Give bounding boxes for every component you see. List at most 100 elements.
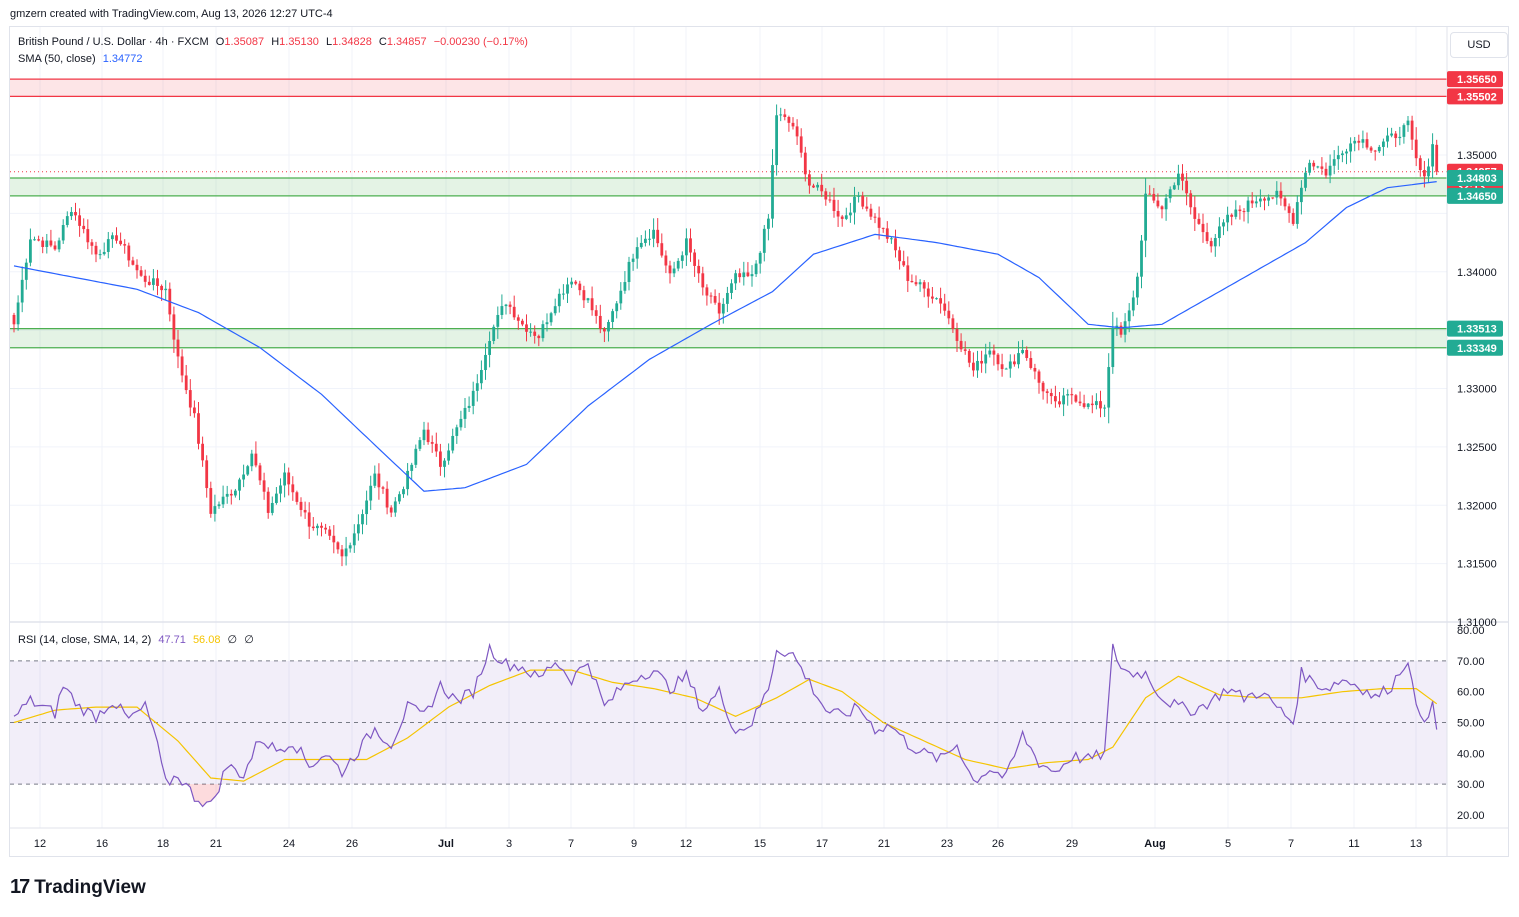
candle[interactable] bbox=[935, 297, 938, 300]
candle[interactable] bbox=[500, 294, 504, 320]
candle[interactable] bbox=[1336, 145, 1340, 170]
candle[interactable] bbox=[205, 455, 209, 498]
candle[interactable] bbox=[721, 298, 725, 324]
candle[interactable] bbox=[37, 235, 40, 242]
candle[interactable] bbox=[1410, 115, 1414, 150]
candle[interactable] bbox=[348, 542, 352, 553]
candle[interactable] bbox=[557, 288, 561, 313]
candle[interactable] bbox=[1353, 136, 1357, 152]
candle[interactable] bbox=[1300, 180, 1303, 215]
candle[interactable] bbox=[1259, 189, 1262, 208]
candle[interactable] bbox=[951, 314, 955, 333]
candle[interactable] bbox=[1058, 391, 1061, 408]
candle[interactable] bbox=[1111, 311, 1115, 374]
candle[interactable] bbox=[344, 536, 348, 566]
candle[interactable] bbox=[615, 301, 619, 319]
candle[interactable] bbox=[53, 241, 57, 251]
candle[interactable] bbox=[525, 314, 528, 342]
candle[interactable] bbox=[1177, 164, 1180, 190]
candle[interactable] bbox=[693, 249, 696, 277]
candle[interactable] bbox=[49, 229, 53, 248]
candle[interactable] bbox=[1131, 290, 1135, 317]
candle[interactable] bbox=[156, 269, 159, 296]
candle[interactable] bbox=[808, 169, 811, 194]
candle[interactable] bbox=[86, 219, 90, 250]
candle[interactable] bbox=[303, 501, 307, 519]
candle[interactable] bbox=[1246, 196, 1250, 224]
candle[interactable] bbox=[697, 259, 701, 283]
candle[interactable] bbox=[689, 228, 692, 262]
candle[interactable] bbox=[172, 306, 176, 353]
candle[interactable] bbox=[1435, 139, 1439, 176]
candle[interactable] bbox=[1074, 393, 1078, 403]
candle[interactable] bbox=[29, 228, 32, 267]
candle[interactable] bbox=[188, 379, 192, 417]
candle[interactable] bbox=[582, 285, 586, 308]
candle[interactable] bbox=[1377, 144, 1381, 153]
candle[interactable] bbox=[20, 266, 24, 313]
candle[interactable] bbox=[664, 250, 668, 274]
candle[interactable] bbox=[709, 292, 713, 304]
candle[interactable] bbox=[1414, 127, 1418, 167]
candle[interactable] bbox=[754, 260, 758, 278]
candle[interactable] bbox=[1144, 178, 1147, 258]
candle[interactable] bbox=[184, 364, 188, 395]
candle[interactable] bbox=[1213, 234, 1217, 257]
candle[interactable] bbox=[332, 525, 336, 554]
candle[interactable] bbox=[123, 239, 127, 254]
candle[interactable] bbox=[459, 410, 463, 431]
candle[interactable] bbox=[1008, 354, 1012, 378]
candle[interactable] bbox=[111, 232, 114, 248]
candle[interactable] bbox=[1045, 388, 1049, 404]
candle[interactable] bbox=[672, 261, 676, 278]
candle[interactable] bbox=[767, 214, 770, 241]
candle[interactable] bbox=[955, 322, 959, 352]
candle[interactable] bbox=[1107, 353, 1111, 424]
candle[interactable] bbox=[762, 224, 766, 262]
candle[interactable] bbox=[639, 235, 643, 249]
candle[interactable] bbox=[668, 260, 672, 284]
candle[interactable] bbox=[1431, 133, 1434, 179]
candle[interactable] bbox=[652, 218, 655, 248]
candle[interactable] bbox=[676, 258, 680, 272]
candle[interactable] bbox=[980, 350, 983, 373]
candle[interactable] bbox=[1275, 181, 1279, 205]
candle[interactable] bbox=[553, 298, 557, 316]
candle[interactable] bbox=[414, 444, 418, 468]
candle[interactable] bbox=[910, 274, 914, 283]
candle[interactable] bbox=[996, 353, 1000, 371]
candle[interactable] bbox=[246, 464, 250, 476]
candle[interactable] bbox=[742, 261, 746, 286]
candle[interactable] bbox=[959, 333, 963, 353]
candle[interactable] bbox=[992, 344, 996, 366]
candle[interactable] bbox=[656, 218, 660, 248]
candle[interactable] bbox=[1119, 322, 1123, 338]
candle[interactable] bbox=[832, 187, 836, 218]
candle[interactable] bbox=[713, 289, 717, 305]
candle[interactable] bbox=[1369, 145, 1373, 153]
candle[interactable] bbox=[328, 525, 332, 541]
candle[interactable] bbox=[816, 182, 819, 191]
candle[interactable] bbox=[283, 463, 286, 498]
candle[interactable] bbox=[471, 381, 475, 415]
candle[interactable] bbox=[1041, 380, 1045, 400]
candle[interactable] bbox=[529, 323, 532, 337]
candle[interactable] bbox=[24, 258, 28, 290]
candle[interactable] bbox=[1181, 164, 1184, 191]
candle[interactable] bbox=[521, 318, 524, 327]
candle[interactable] bbox=[594, 305, 598, 324]
candle[interactable] bbox=[537, 334, 541, 347]
candle[interactable] bbox=[33, 236, 36, 241]
candle[interactable] bbox=[1406, 116, 1410, 132]
candle[interactable] bbox=[475, 374, 479, 402]
candle[interactable] bbox=[1357, 134, 1361, 151]
candle[interactable] bbox=[902, 250, 906, 267]
candle[interactable] bbox=[574, 280, 578, 286]
candle[interactable] bbox=[701, 266, 705, 296]
candle[interactable] bbox=[373, 465, 377, 489]
candle[interactable] bbox=[1013, 354, 1016, 367]
candle[interactable] bbox=[180, 349, 184, 383]
candle[interactable] bbox=[1004, 367, 1008, 370]
candle[interactable] bbox=[607, 319, 610, 342]
